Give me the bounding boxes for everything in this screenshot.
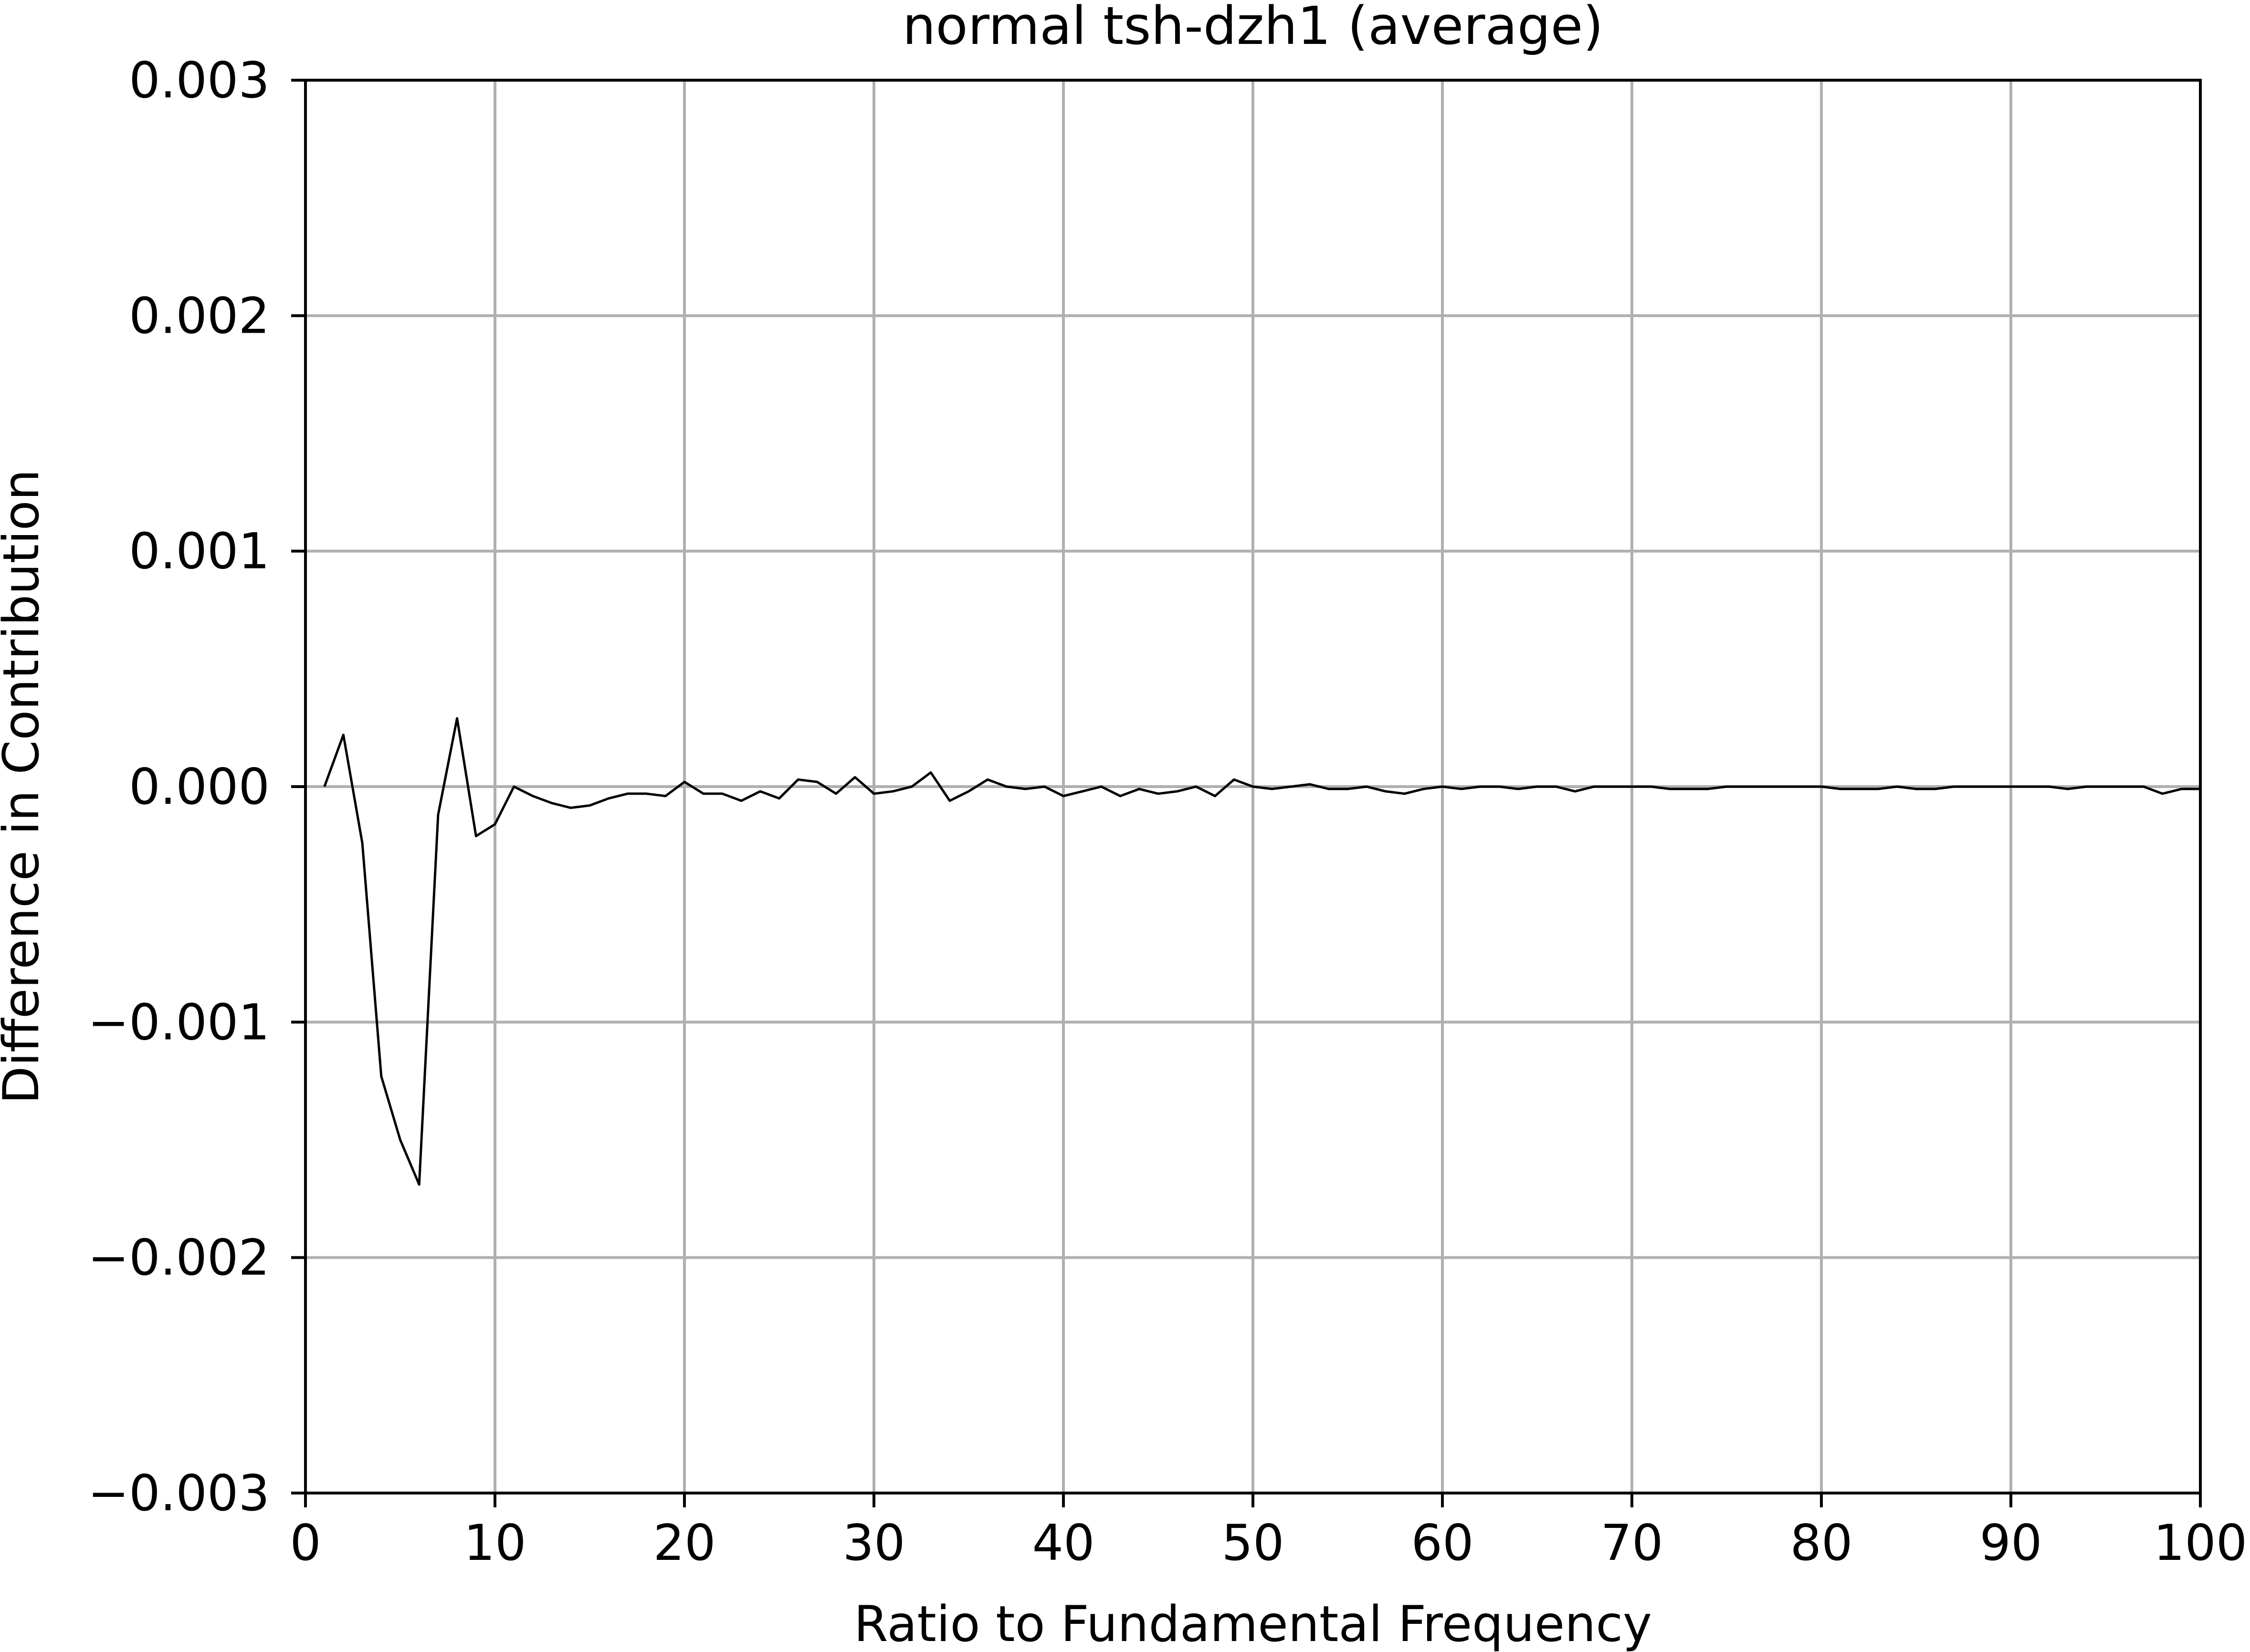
- x-tick-label: 100: [2154, 1515, 2248, 1572]
- y-tick-label: −0.001: [88, 994, 270, 1051]
- x-tick-label: 70: [1600, 1515, 1663, 1572]
- x-tick-labels: 0 10 20 30 40 50 60 70 80 90 100: [290, 1515, 2247, 1572]
- tick-marks: [291, 79, 2202, 1507]
- x-tick-label: 40: [1032, 1515, 1094, 1572]
- chart-title: normal tsh-dzh1 (average): [903, 0, 1604, 56]
- x-tick-label: 20: [653, 1515, 715, 1572]
- y-tick-label: 0.000: [129, 758, 270, 816]
- x-axis-label: Ratio to Fundamental Frequency: [854, 1596, 1652, 1652]
- x-tick-label: 80: [1790, 1515, 1852, 1572]
- x-tick-label: 10: [463, 1515, 526, 1572]
- x-tick-label: 60: [1411, 1515, 1473, 1572]
- x-tick-label: 30: [842, 1515, 905, 1572]
- y-tick-label: 0.002: [129, 287, 270, 345]
- y-tick-label: 0.003: [129, 52, 270, 109]
- y-axis-label: Difference in Contribution: [0, 469, 50, 1104]
- series-line: [323, 717, 2200, 1186]
- y-tick-labels: −0.003 −0.002 −0.001 0.000 0.001 0.002 0.003: [88, 52, 270, 1522]
- y-tick-label: −0.003: [88, 1465, 270, 1522]
- y-tick-label: −0.002: [88, 1230, 270, 1287]
- series-layer: [323, 717, 2200, 1186]
- x-tick-label: 0: [290, 1515, 321, 1572]
- y-tick-label: 0.001: [129, 523, 270, 580]
- x-tick-label: 50: [1221, 1515, 1284, 1572]
- x-tick-label: 90: [1979, 1515, 2042, 1572]
